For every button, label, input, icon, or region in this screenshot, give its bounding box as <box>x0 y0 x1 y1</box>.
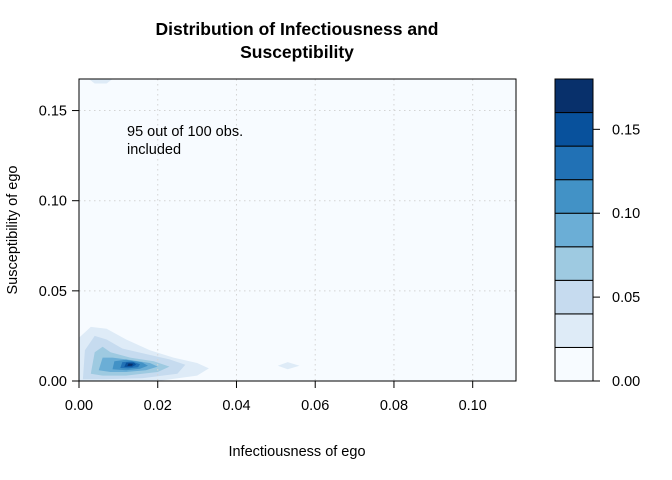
y-tick-label-0: 0.00 <box>39 374 67 390</box>
color-legend-band-7 <box>554 112 594 147</box>
annotation-line-1: 95 out of 100 obs. <box>127 124 243 140</box>
color-legend-band-5 <box>554 179 594 214</box>
annotation-line-2: included <box>127 142 181 158</box>
color-legend-band-1 <box>554 313 594 348</box>
color-legend-band-4 <box>554 212 594 248</box>
y-axis-label: Susceptibility of ego <box>5 166 21 295</box>
density-region-9 <box>88 79 113 84</box>
x-tick-label-3: 0.06 <box>301 398 329 414</box>
color-legend-tick-label-0: 0.00 <box>612 374 640 390</box>
color-legend: 0.00 0.05 0.10 0.15 <box>554 78 640 390</box>
chart-title-line-2: Susceptibility <box>240 42 354 62</box>
color-legend-tick-label-3: 0.15 <box>612 122 640 138</box>
chart-title-line-1: Distribution of Infectiousness and <box>156 19 439 39</box>
density-region-7 <box>127 363 133 366</box>
color-legend-tick-label-2: 0.10 <box>612 206 640 222</box>
grid-lines <box>79 79 516 381</box>
plot-area <box>79 79 516 381</box>
color-legend-tick-label-1: 0.05 <box>612 290 640 306</box>
x-tick-label-0: 0.00 <box>65 398 93 414</box>
y-tick-label-1: 0.05 <box>39 284 67 300</box>
x-tick-label-4: 0.08 <box>380 398 408 414</box>
color-legend-band-0 <box>554 346 594 382</box>
density-region-8 <box>277 362 300 370</box>
color-legend-band-6 <box>554 145 594 181</box>
color-legend-band-3 <box>554 246 594 281</box>
x-tick-label-2: 0.04 <box>222 398 250 414</box>
x-axis-label: Infectiousness of ego <box>228 444 365 460</box>
y-axis: 0.00 0.05 0.10 0.15 <box>39 104 79 390</box>
color-legend-band-2 <box>554 279 594 315</box>
color-legend-frame <box>554 78 594 382</box>
y-tick-label-2: 0.10 <box>39 194 67 210</box>
density-background <box>79 79 516 381</box>
x-tick-label-5: 0.10 <box>459 398 487 414</box>
x-tick-label-1: 0.02 <box>144 398 172 414</box>
color-legend-band-8 <box>554 78 594 114</box>
plot-frame <box>78 78 517 382</box>
y-tick-label-3: 0.15 <box>39 104 67 120</box>
x-axis: 0.00 0.02 0.04 0.06 0.08 0.10 <box>65 381 487 414</box>
